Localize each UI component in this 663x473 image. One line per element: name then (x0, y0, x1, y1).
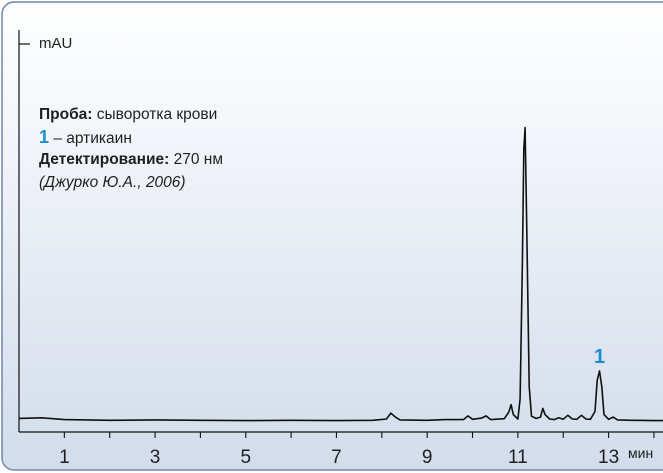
x-tick-label: 11 (508, 447, 528, 468)
peak-legend-number: 1 (39, 127, 50, 147)
sample-label: Проба: (39, 106, 93, 123)
x-tick-label: 9 (422, 447, 433, 468)
peak-legend-name: – артикаин (53, 130, 132, 147)
x-tick-label: 7 (331, 447, 342, 468)
x-tick-labels: 1 3 5 7 9 11 13 (59, 447, 619, 468)
peak-label: 1 (594, 346, 605, 368)
chromatogram-trace (18, 126, 663, 422)
peak-labels: 1 (594, 346, 605, 368)
x-tick-label: 13 (598, 447, 619, 468)
peak-legend-line: 1 – артикаин (39, 126, 132, 150)
x-tick-label: 5 (240, 447, 251, 468)
x-axis-label: мин (628, 445, 653, 461)
detection-value: 270 нм (173, 151, 223, 168)
sample-line: Проба: сыворотка крови (39, 104, 217, 126)
y-axis-label: mAU (39, 35, 73, 52)
x-ticks (63, 432, 655, 438)
citation: (Джурко Ю.А., 2006) (39, 174, 186, 191)
x-tick-label: 3 (150, 447, 161, 468)
x-tick-label: 1 (59, 447, 70, 468)
detection-label: Детектирование: (39, 151, 170, 168)
detection-line: Детектирование: 270 нм (39, 149, 223, 171)
sample-value: сыворотка крови (96, 106, 218, 123)
